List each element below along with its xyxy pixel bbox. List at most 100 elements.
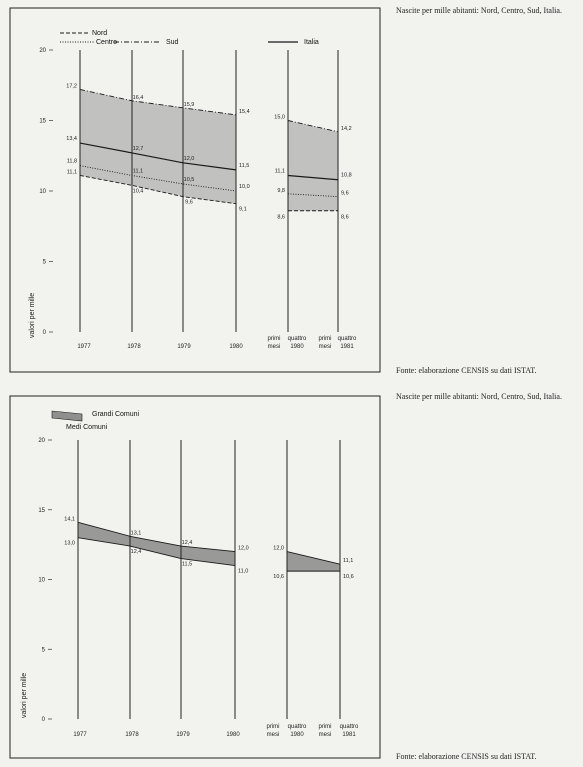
chart-births-municipalities: 14,1 13,1 12,4 12,0 12,0 11,1 13,0 12,4 11,5 11,0…: [9, 395, 381, 759]
data-label: 9,8: [277, 188, 285, 194]
data-label: 10,6: [273, 574, 284, 580]
series-line-centro: [287, 193, 339, 198]
data-label: 11,5: [182, 562, 192, 568]
x-tick-labels: 1977 1978 1979 1980 primi mesi quattro 1980 prim…: [77, 336, 357, 350]
y-axis-title: valori per mille: [21, 673, 28, 718]
x-tick-label: mesi: [319, 732, 332, 738]
x-tick-label: 1980: [229, 344, 243, 350]
value-labels: 14,1 13,1 12,4 12,0 12,0 11,1 13,0 12,4 11,5 11,0…: [64, 516, 353, 580]
data-label: 14,1: [64, 516, 75, 522]
data-label: 11,1: [275, 168, 285, 174]
data-label: 8,6: [277, 215, 285, 221]
y-tick-label: 20: [39, 48, 46, 54]
series-lines: [77, 521, 341, 572]
x-tick-label: 1979: [177, 344, 191, 350]
x-tick-label: quattro: [338, 336, 357, 342]
x-tick-label: 1980: [226, 732, 240, 738]
value-labels: 11,1 10,4 9,6 9,1 8,6 8,6 11,8 11,1 10,5 10,0 9,8 9…: [66, 83, 351, 220]
data-label: 10,4: [133, 188, 144, 194]
data-label: 12,0: [238, 546, 249, 552]
x-tick-label: quattro: [288, 336, 307, 342]
y-tick-label: 20: [38, 438, 45, 444]
legend-label: Medi Comuni: [66, 424, 108, 431]
series-line-medi-comuni: [77, 537, 236, 566]
data-label: 13,0: [64, 541, 75, 547]
x-tick-label: 1979: [176, 732, 190, 738]
series-line-italia: [287, 174, 339, 181]
data-label: 8,6: [341, 215, 349, 221]
chart-frame: [9, 7, 381, 373]
legend-label: Italia: [304, 39, 319, 46]
x-tick-label: 1981: [342, 732, 356, 738]
y-tick-label: 15: [38, 508, 45, 514]
data-label: 15,0: [274, 115, 285, 121]
data-label: 11,1: [133, 168, 143, 174]
x-tick-label: quattro: [288, 724, 307, 730]
y-tick-label: 5: [42, 647, 46, 653]
data-label: 9,1: [239, 207, 247, 213]
series-lines: [79, 89, 339, 212]
x-tick-label: 1980: [290, 344, 304, 350]
shaded-band: [80, 89, 236, 204]
data-label: 10,0: [239, 184, 250, 190]
x-tick-label: 1978: [127, 344, 141, 350]
y-tick-labels: 0 5 10 15 20: [38, 438, 52, 723]
data-label: 15,4: [239, 109, 250, 115]
legend-label: Centro: [96, 39, 117, 46]
x-tick-label: 1981: [340, 344, 354, 350]
data-label: 12,4: [131, 549, 142, 555]
data-label: 13,1: [131, 530, 142, 536]
data-label: 16,4: [133, 95, 144, 101]
y-tick-label: 0: [43, 330, 47, 336]
x-tick-label: primi: [319, 336, 332, 342]
legend-label: Nord: [92, 30, 107, 37]
data-label: 17,2: [66, 83, 77, 89]
series-line-grandi-comuni: [77, 521, 236, 553]
figure-caption-2: Nascite per mille abitanti: Nord, Centro…: [396, 392, 562, 401]
shaded-band: [288, 120, 338, 211]
data-label: 12,0: [184, 156, 195, 162]
data-label: 12,7: [133, 146, 144, 152]
legend: Sud Centro Nord Italia: [60, 30, 319, 46]
y-tick-label: 15: [39, 119, 46, 125]
x-tick-label: primi: [319, 724, 332, 730]
y-tick-labels: 0 5 10 15 20: [39, 48, 53, 336]
series-line-sud: [79, 89, 237, 116]
source-note-2: Fonte: elaborazione CENSIS su dati ISTAT…: [396, 752, 537, 761]
x-tick-label: mesi: [267, 732, 280, 738]
legend: Grandi Comuni Medi Comuni: [51, 410, 140, 431]
y-tick-label: 5: [43, 260, 47, 266]
chart-births-regions: 11,1 10,4 9,6 9,1 8,6 8,6 11,8 11,1 10,5 10,0 9,8 9…: [9, 7, 381, 373]
shaded-bands: [80, 89, 338, 211]
x-tick-label: mesi: [319, 344, 332, 350]
x-tick-label: 1980: [290, 732, 304, 738]
data-label: 15,9: [184, 102, 195, 108]
data-label: 9,6: [185, 200, 193, 206]
shaded-bands: [78, 522, 340, 572]
x-tick-label: mesi: [268, 344, 281, 350]
x-tick-label: primi: [267, 724, 280, 730]
data-label: 12,4: [182, 540, 193, 546]
data-label: 12,0: [273, 546, 284, 552]
x-tick-label: 1978: [125, 732, 139, 738]
y-tick-label: 10: [39, 189, 46, 195]
legend-label: Sud: [166, 39, 179, 46]
x-tick-label: quattro: [340, 724, 359, 730]
data-label: 11,0: [238, 569, 248, 575]
legend-swatch: [51, 410, 83, 422]
x-tick-label: primi: [268, 336, 281, 342]
shaded-band: [287, 551, 340, 572]
data-label: 9,6: [341, 191, 349, 197]
data-label: 10,8: [341, 173, 352, 179]
data-label: 14,2: [341, 126, 352, 132]
x-tick-label: 1977: [77, 344, 91, 350]
series-line-sud: [287, 120, 339, 133]
data-label: 10,5: [184, 177, 195, 183]
figure-caption-1: Nascite per mille abitanti: Nord, Centro…: [396, 6, 562, 15]
chart-frame: [9, 395, 381, 759]
data-label: 11,8: [67, 159, 77, 165]
y-axis-title: valori per mille: [29, 293, 36, 338]
data-label: 11,1: [343, 558, 353, 564]
data-label: 11,1: [67, 169, 77, 175]
legend-label: Grandi Comuni: [92, 411, 140, 418]
